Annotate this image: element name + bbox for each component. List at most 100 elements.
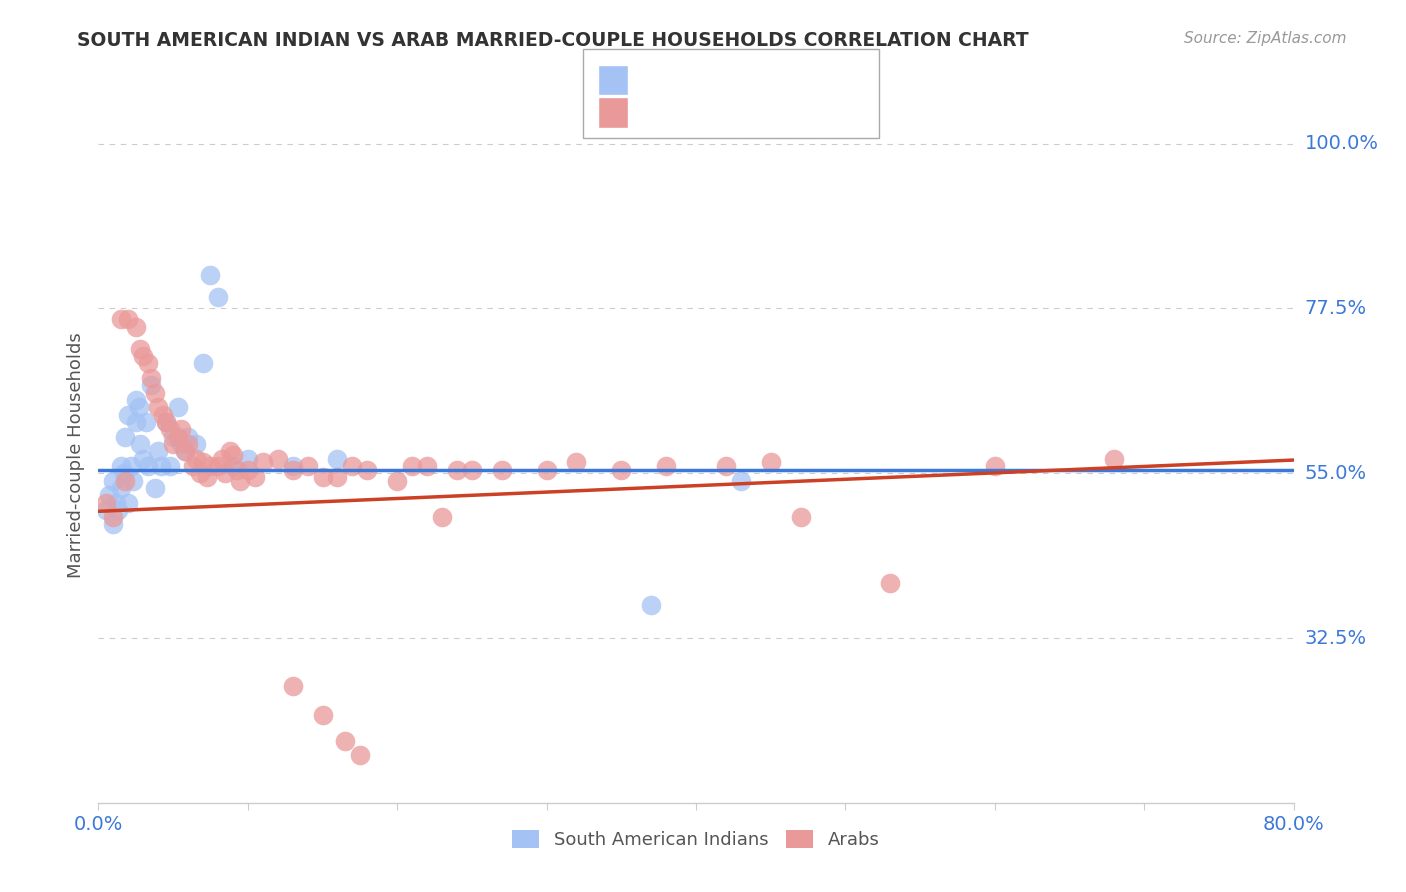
Text: R = 0.004   N = 42: R = 0.004 N = 42: [645, 70, 845, 90]
Point: [174, 444, 197, 458]
Point: [121, 474, 143, 488]
Point: [105, 495, 128, 509]
Point: [155, 415, 177, 429]
Point: [103, 517, 125, 532]
Point: [565, 455, 588, 469]
Point: [174, 444, 197, 458]
Point: [416, 458, 439, 473]
Point: [110, 481, 132, 495]
Point: [103, 510, 125, 524]
Point: [120, 458, 142, 473]
Point: [103, 474, 125, 488]
Point: [136, 356, 159, 370]
Point: [536, 462, 558, 476]
Point: [200, 458, 222, 473]
Point: [879, 576, 901, 591]
Point: [236, 462, 259, 476]
Point: [461, 462, 484, 476]
Point: [143, 481, 166, 495]
Point: [297, 458, 319, 473]
Point: [166, 429, 188, 443]
Point: [110, 458, 132, 473]
Point: [281, 679, 304, 693]
Point: [129, 342, 152, 356]
Legend: South American Indians, Arabs: South American Indians, Arabs: [505, 822, 887, 856]
Point: [446, 462, 468, 476]
Point: [162, 429, 184, 443]
Point: [326, 470, 349, 484]
Point: [730, 474, 752, 488]
Point: [759, 455, 782, 469]
Point: [197, 470, 219, 484]
Point: [139, 371, 162, 385]
Point: [214, 467, 236, 481]
Point: [245, 470, 267, 484]
Point: [188, 467, 211, 481]
Point: [125, 392, 148, 407]
Point: [128, 401, 150, 415]
Point: [342, 458, 364, 473]
Point: [229, 474, 252, 488]
Point: [252, 455, 274, 469]
Point: [491, 462, 513, 476]
Point: [169, 422, 191, 436]
Point: [401, 458, 423, 473]
Point: [211, 451, 233, 466]
Y-axis label: Married-couple Households: Married-couple Households: [66, 332, 84, 578]
Point: [655, 458, 678, 473]
Point: [117, 408, 139, 422]
Point: [184, 437, 207, 451]
Text: SOUTH AMERICAN INDIAN VS ARAB MARRIED-COUPLE HOUSEHOLDS CORRELATION CHART: SOUTH AMERICAN INDIAN VS ARAB MARRIED-CO…: [77, 31, 1029, 50]
Point: [132, 349, 155, 363]
Point: [430, 510, 453, 524]
Point: [125, 319, 148, 334]
Point: [267, 451, 290, 466]
Point: [135, 415, 157, 429]
Point: [326, 451, 349, 466]
Point: [181, 458, 204, 473]
Point: [610, 462, 633, 476]
Text: R =  0.100   N = 64: R = 0.100 N = 64: [645, 103, 852, 122]
Point: [97, 488, 120, 502]
Point: [281, 462, 304, 476]
Point: [281, 458, 304, 473]
Point: [184, 451, 207, 466]
Point: [152, 408, 174, 422]
Point: [114, 474, 136, 488]
Point: [984, 458, 1007, 473]
Point: [94, 503, 117, 517]
Point: [236, 451, 259, 466]
Point: [385, 474, 409, 488]
Point: [311, 470, 333, 484]
Point: [159, 422, 181, 436]
Point: [117, 495, 139, 509]
Point: [714, 458, 737, 473]
Point: [107, 503, 129, 517]
Point: [143, 385, 166, 400]
Point: [169, 437, 191, 451]
Point: [162, 437, 184, 451]
Point: [139, 378, 162, 392]
Point: [640, 598, 662, 612]
Point: [207, 290, 229, 304]
Text: Source: ZipAtlas.com: Source: ZipAtlas.com: [1184, 31, 1347, 46]
Point: [177, 429, 200, 443]
Point: [112, 467, 135, 481]
Point: [155, 415, 177, 429]
Point: [191, 455, 214, 469]
Point: [166, 401, 188, 415]
Point: [110, 312, 132, 326]
Point: [311, 707, 333, 722]
Point: [132, 451, 155, 466]
Point: [349, 748, 371, 763]
Point: [117, 312, 139, 326]
Text: 55.0%: 55.0%: [1305, 464, 1367, 483]
Point: [136, 458, 159, 473]
Point: [1104, 451, 1126, 466]
Point: [333, 733, 356, 747]
Point: [148, 401, 170, 415]
Point: [200, 268, 222, 283]
Point: [150, 458, 173, 473]
Point: [148, 444, 170, 458]
Point: [114, 429, 136, 443]
